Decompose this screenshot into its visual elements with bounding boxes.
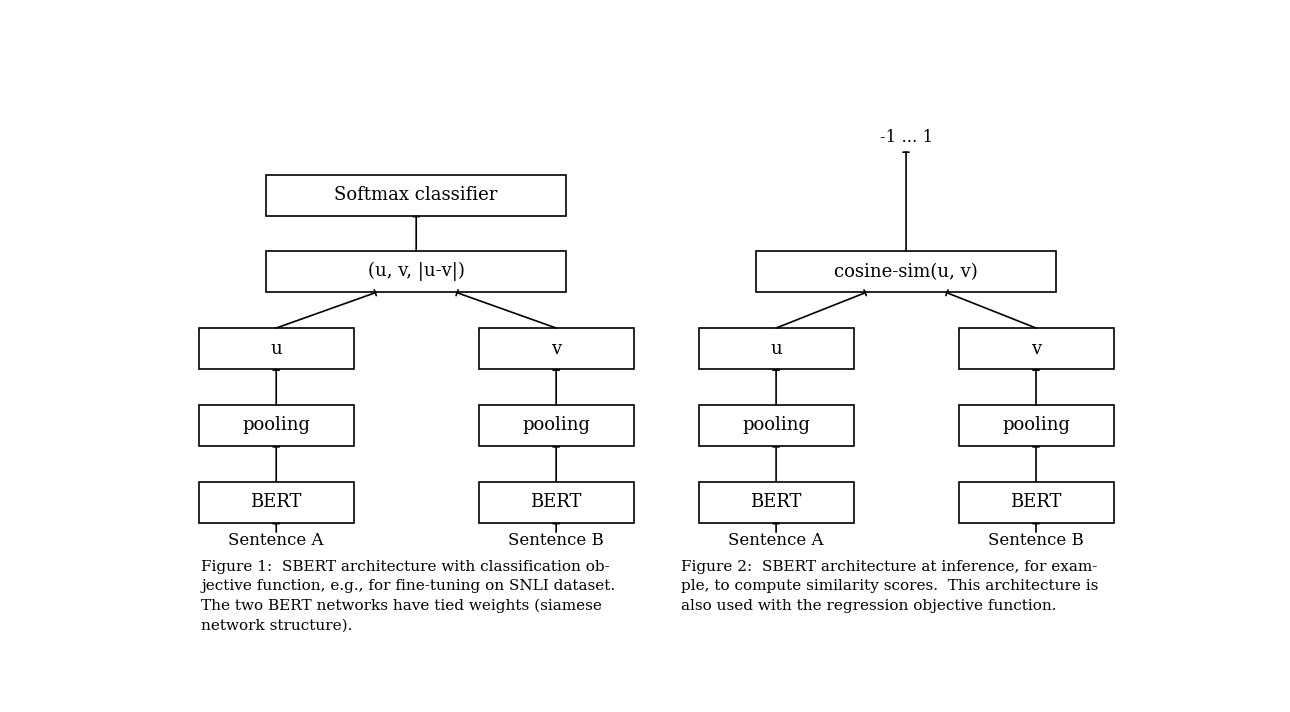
Text: Sentence B: Sentence B xyxy=(508,532,604,549)
FancyBboxPatch shape xyxy=(958,328,1113,369)
FancyBboxPatch shape xyxy=(479,328,633,369)
Text: Sentence A: Sentence A xyxy=(228,532,324,549)
Text: Softmax classifier: Softmax classifier xyxy=(334,186,498,204)
FancyBboxPatch shape xyxy=(199,328,353,369)
Text: BERT: BERT xyxy=(1010,493,1062,511)
Text: v: v xyxy=(1031,340,1041,357)
Text: -1 ... 1: -1 ... 1 xyxy=(880,129,933,146)
Text: BERT: BERT xyxy=(751,493,802,511)
FancyBboxPatch shape xyxy=(958,405,1113,446)
Text: v: v xyxy=(551,340,561,357)
Text: Sentence B: Sentence B xyxy=(988,532,1084,549)
FancyBboxPatch shape xyxy=(479,405,633,446)
Text: Sentence A: Sentence A xyxy=(729,532,824,549)
Text: pooling: pooling xyxy=(742,417,810,434)
Text: Figure 1:  SBERT architecture with classification ob-
jective function, e.g., fo: Figure 1: SBERT architecture with classi… xyxy=(201,560,615,633)
FancyBboxPatch shape xyxy=(958,481,1113,523)
Text: u: u xyxy=(770,340,782,357)
Text: u: u xyxy=(271,340,283,357)
Text: pooling: pooling xyxy=(1002,417,1069,434)
Text: pooling: pooling xyxy=(522,417,590,434)
FancyBboxPatch shape xyxy=(699,328,854,369)
FancyBboxPatch shape xyxy=(756,251,1057,293)
FancyBboxPatch shape xyxy=(199,481,353,523)
Text: BERT: BERT xyxy=(530,493,582,511)
FancyBboxPatch shape xyxy=(479,481,633,523)
FancyBboxPatch shape xyxy=(266,251,566,293)
FancyBboxPatch shape xyxy=(699,405,854,446)
FancyBboxPatch shape xyxy=(199,405,353,446)
FancyBboxPatch shape xyxy=(266,174,566,216)
Text: pooling: pooling xyxy=(243,417,310,434)
Text: cosine-sim(u, v): cosine-sim(u, v) xyxy=(835,263,978,281)
Text: Figure 2:  SBERT architecture at inference, for exam-
ple, to compute similarity: Figure 2: SBERT architecture at inferenc… xyxy=(681,560,1099,612)
Text: BERT: BERT xyxy=(250,493,302,511)
Text: (u, v, |u-v|): (u, v, |u-v|) xyxy=(368,262,464,281)
FancyBboxPatch shape xyxy=(699,481,854,523)
